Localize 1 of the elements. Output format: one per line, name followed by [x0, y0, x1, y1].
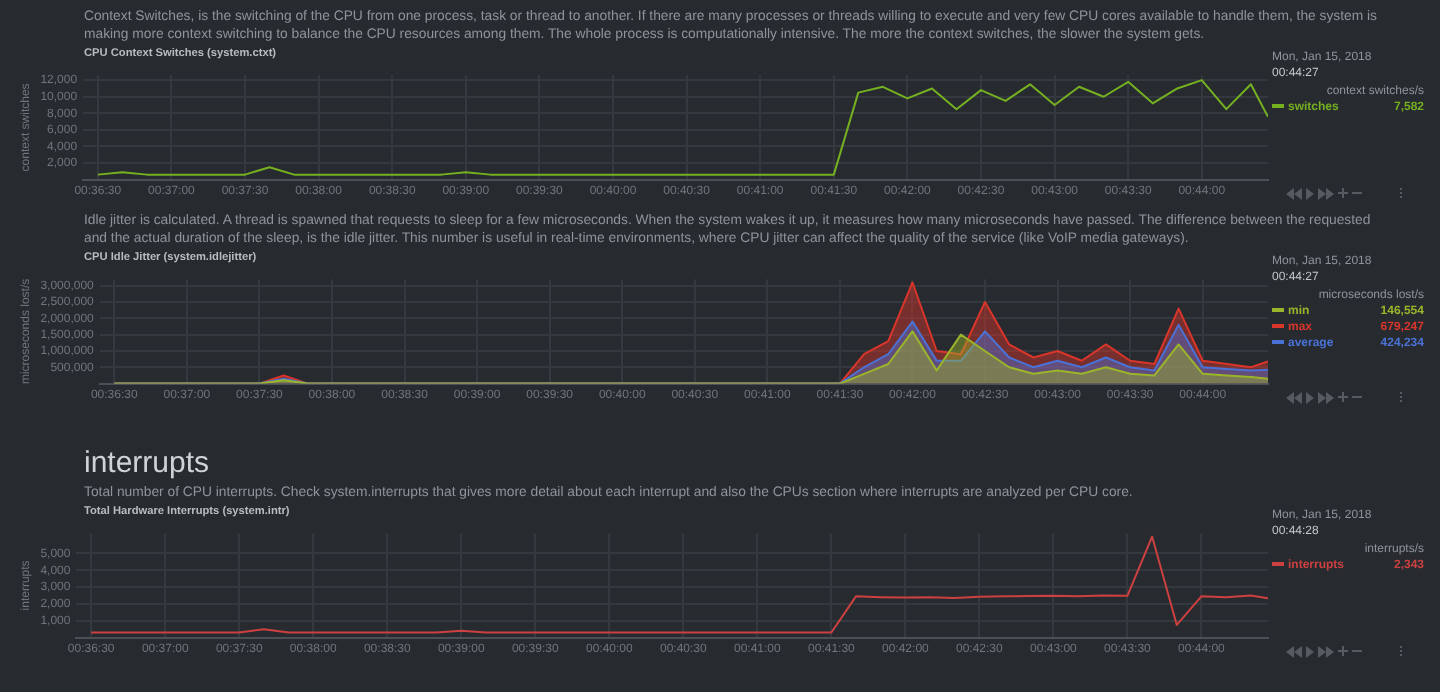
text: interrupts — [84, 446, 212, 484]
